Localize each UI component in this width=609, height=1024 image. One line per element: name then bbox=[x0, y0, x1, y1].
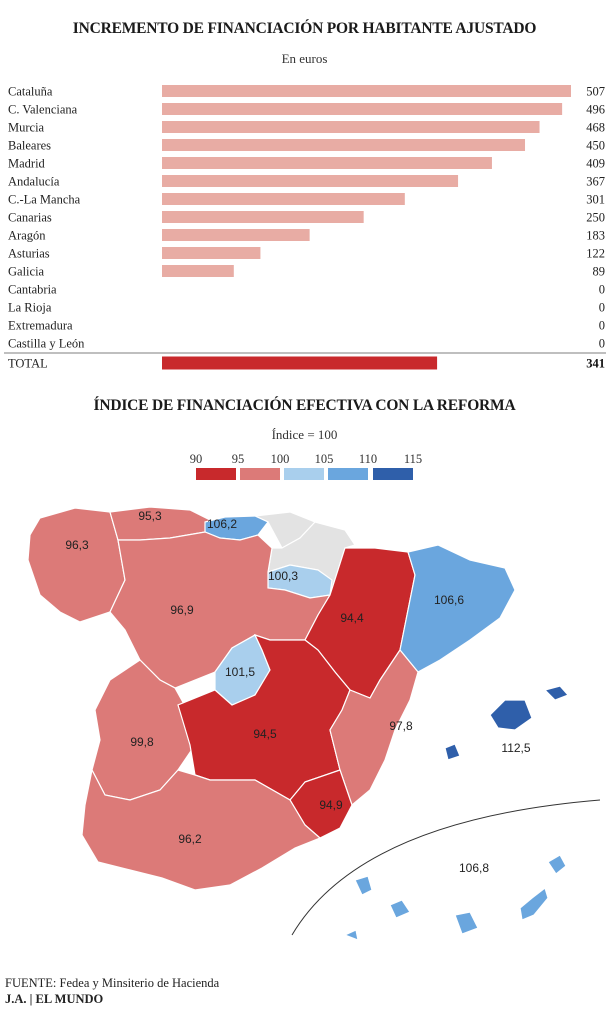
legend-break-label: 90 bbox=[189, 452, 203, 466]
bar-value-label: 0 bbox=[599, 301, 605, 315]
bar bbox=[162, 139, 526, 151]
region-value-label: 96,9 bbox=[170, 603, 194, 617]
legend-break-label: 95 bbox=[231, 452, 245, 466]
region-value-label: 112,5 bbox=[501, 741, 530, 755]
legend-break-label: 115 bbox=[403, 452, 423, 466]
bar-value-label: 409 bbox=[586, 157, 605, 171]
bar bbox=[162, 229, 310, 241]
region-value-label: 99,8 bbox=[130, 735, 154, 749]
region-value-label: 100,3 bbox=[268, 569, 298, 583]
bar-category-label: Castilla y León bbox=[8, 337, 85, 351]
bar-category-label: Extremadura bbox=[8, 319, 73, 333]
source-label: FUENTE: bbox=[5, 976, 57, 990]
region-value-label: 95,3 bbox=[138, 509, 162, 523]
bar-value-label: 0 bbox=[599, 337, 605, 351]
region-baleares bbox=[444, 685, 570, 761]
bar bbox=[162, 103, 563, 115]
total-label: TOTAL bbox=[8, 357, 48, 371]
bar-value-label: 468 bbox=[586, 121, 605, 135]
total-bar bbox=[162, 356, 438, 370]
bar-chart-subtitle: En euros bbox=[281, 51, 328, 66]
spain-choropleth-map: 96,3 95,3 106,2 100,3 96,9 94,4 106,6 101,5 99,8… bbox=[27, 506, 601, 941]
bar-category-label: Cantabria bbox=[8, 283, 57, 297]
source-line: FUENTE: Fedea y Minsiterio de Hacienda bbox=[5, 976, 219, 991]
map-title: ÍNDICE DE FINANCIACIÓN EFECTIVA CON LA R… bbox=[93, 397, 516, 414]
bar-category-label: Andalucía bbox=[8, 175, 60, 189]
bar bbox=[162, 265, 234, 277]
bar-value-label: 0 bbox=[599, 283, 605, 297]
bar-category-label: C. Valenciana bbox=[8, 103, 78, 117]
bar-category-label: Aragón bbox=[8, 229, 46, 243]
total-value-label: 341 bbox=[586, 357, 605, 371]
region-value-label: 101,5 bbox=[225, 665, 255, 679]
legend-break-label: 100 bbox=[270, 452, 290, 466]
bar-value-label: 0 bbox=[599, 319, 605, 333]
bar-value-label: 450 bbox=[586, 139, 605, 153]
bar-value-label: 183 bbox=[586, 229, 605, 243]
bar bbox=[162, 211, 364, 223]
bar-value-label: 89 bbox=[593, 265, 606, 279]
bar-category-label: Murcia bbox=[8, 121, 45, 135]
region-value-label: 94,9 bbox=[319, 798, 343, 812]
bar bbox=[162, 193, 405, 205]
brand-name: EL MUNDO bbox=[35, 992, 104, 1006]
source-text: Fedea y Minsiterio de Hacienda bbox=[56, 976, 220, 990]
bar-value-label: 250 bbox=[586, 211, 605, 225]
region-value-label: 96,2 bbox=[178, 832, 202, 846]
bar-value-label: 496 bbox=[586, 103, 605, 117]
bar-category-label: Cataluña bbox=[8, 85, 53, 99]
bar bbox=[162, 157, 492, 169]
region-value-label: 97,8 bbox=[389, 719, 413, 733]
legend-swatch bbox=[284, 468, 324, 480]
region-value-label: 94,4 bbox=[340, 611, 364, 625]
bar-chart: Cataluña 507 C. Valenciana 496 Murcia 468 Bale… bbox=[4, 85, 606, 371]
bar-category-label: C.-La Mancha bbox=[8, 193, 81, 207]
region-canarias bbox=[343, 854, 567, 941]
canarias-inset-divider bbox=[291, 799, 601, 936]
legend-break-label: 110 bbox=[358, 452, 378, 466]
region-cataluna bbox=[399, 544, 516, 673]
brand-separator: | bbox=[26, 992, 36, 1006]
region-value-label: 106,8 bbox=[459, 861, 489, 875]
legend-break-label: 105 bbox=[314, 452, 334, 466]
region-value-label: 106,6 bbox=[434, 593, 464, 607]
bar bbox=[162, 121, 540, 133]
brand-line: J.A. | EL MUNDO bbox=[5, 992, 103, 1007]
region-value-label: 96,3 bbox=[65, 538, 89, 552]
bar-category-label: Galicia bbox=[8, 265, 45, 279]
region-value-label: 94,5 bbox=[253, 727, 277, 741]
bar-category-label: Canarias bbox=[8, 211, 52, 225]
bar-value-label: 122 bbox=[586, 247, 605, 261]
legend-swatch bbox=[240, 468, 280, 480]
legend-swatch bbox=[196, 468, 236, 480]
bar-value-label: 301 bbox=[586, 193, 605, 207]
bar-value-label: 367 bbox=[586, 175, 605, 189]
bar-chart-title: INCREMENTO DE FINANCIACIÓN POR HABITANTE… bbox=[72, 20, 537, 37]
region-c-valenciana bbox=[329, 648, 419, 807]
region-value-label: 106,2 bbox=[207, 517, 237, 531]
map-subtitle: Índice = 100 bbox=[271, 427, 338, 442]
bar-category-label: La Rioja bbox=[8, 301, 52, 315]
bar-category-label: Asturias bbox=[8, 247, 50, 261]
bar bbox=[162, 85, 571, 97]
bar-category-label: Baleares bbox=[8, 139, 51, 153]
region-andalucia bbox=[81, 768, 322, 891]
brand-initials: J.A. bbox=[5, 992, 27, 1006]
bar-category-label: Madrid bbox=[8, 157, 46, 171]
bar-value-label: 507 bbox=[586, 85, 605, 99]
bar bbox=[162, 247, 261, 259]
legend-swatch bbox=[373, 468, 413, 480]
bar bbox=[162, 175, 459, 187]
region-galicia bbox=[27, 507, 126, 623]
legend-swatch bbox=[328, 468, 368, 480]
